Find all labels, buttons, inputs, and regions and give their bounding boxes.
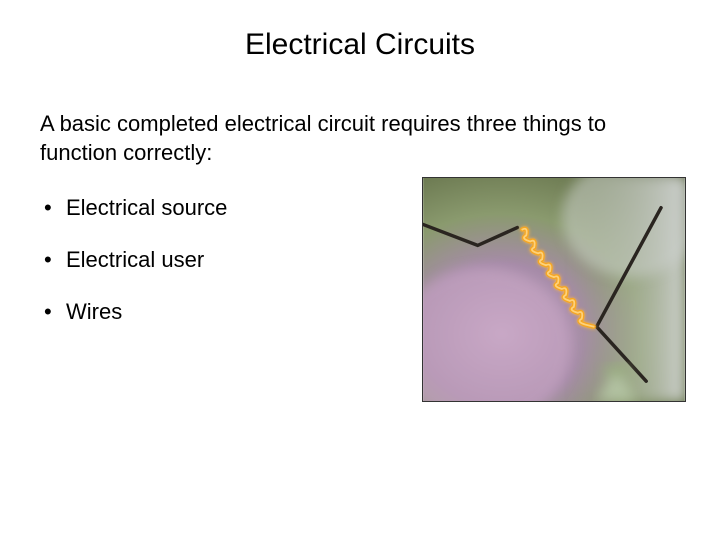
slide: Electrical Circuits A basic completed el… [0, 0, 720, 540]
filament-illustration-icon [423, 178, 685, 401]
list-item: Electrical source [44, 195, 422, 221]
bullet-list: Electrical source Electrical user Wires [40, 195, 422, 351]
slide-title: Electrical Circuits [40, 28, 680, 62]
list-item: Wires [44, 299, 422, 325]
content-row: Electrical source Electrical user Wires [40, 195, 680, 402]
filament-image [422, 177, 686, 402]
list-item: Electrical user [44, 247, 422, 273]
intro-text: A basic completed electrical circuit req… [40, 110, 680, 167]
